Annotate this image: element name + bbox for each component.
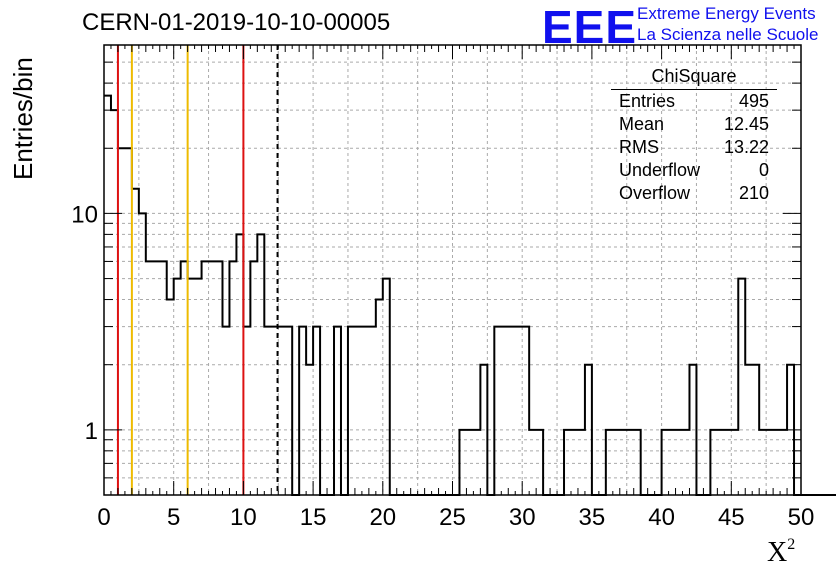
x-tick-label: 5 [167, 504, 180, 531]
x-tick-label: 15 [300, 504, 327, 531]
x-axis-label: X2 [767, 536, 795, 569]
x-axis-label-symbol: X [767, 537, 788, 568]
stats-value: 0 [758, 160, 769, 180]
x-tick-label: 50 [788, 504, 815, 531]
x-tick-label: 40 [648, 504, 675, 531]
y-tick-label: 10 [71, 201, 98, 228]
x-tick-label: 20 [369, 504, 396, 531]
stats-row-rms: RMS 13.22 [611, 136, 777, 159]
x-tick-label: 45 [718, 504, 745, 531]
chart-title: CERN-01-2019-10-10-00005 [82, 9, 391, 36]
stats-label: Entries [619, 91, 676, 111]
stats-label: Underflow [619, 160, 701, 180]
x-tick-label: 30 [509, 504, 536, 531]
logo-caption-line1: Extreme Energy Events [637, 4, 816, 23]
stats-value: 13.22 [723, 137, 769, 157]
stats-row-entries: Entries 495 [611, 90, 777, 113]
stats-box: ChiSquare Entries 495 Mean 12.45 RMS 13.… [611, 66, 777, 205]
stats-value: 12.45 [723, 114, 769, 134]
y-axis-label: Entries/bin [8, 57, 38, 180]
x-tick-label: 25 [439, 504, 466, 531]
x-tick-label: 10 [230, 504, 257, 531]
x-tick-label: 35 [579, 504, 606, 531]
logo-caption-line2: La Scienza nelle Scuole [637, 25, 819, 44]
stats-title: ChiSquare [611, 66, 777, 90]
stats-label: RMS [619, 137, 659, 157]
stats-row-mean: Mean 12.45 [611, 113, 777, 136]
stats-label: Mean [619, 114, 665, 134]
stats-row-overflow: Overflow 210 [611, 182, 777, 205]
x-tick-label: 0 [97, 504, 110, 531]
x-axis-label-superscript: 2 [787, 536, 796, 553]
stats-value: 495 [738, 91, 769, 111]
y-tick-label: 1 [85, 418, 98, 445]
stats-row-underflow: Underflow 0 [611, 159, 777, 182]
stats-label: Overflow [619, 183, 691, 203]
eee-logo: EEE [542, 1, 638, 53]
stats-value: 210 [738, 183, 769, 203]
